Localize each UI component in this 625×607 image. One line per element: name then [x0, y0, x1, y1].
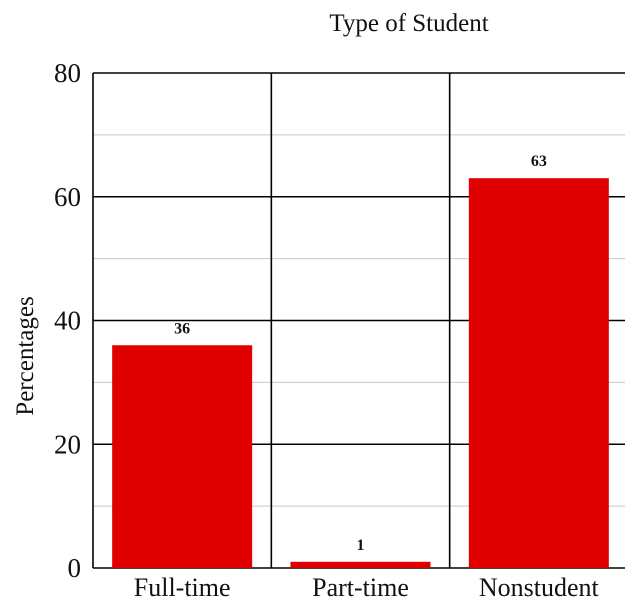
x-category-labels: Full-time Part-time Nonstudent: [134, 573, 600, 602]
y-tick-labels: 0 20 40 60 80: [54, 58, 81, 583]
y-tick-label: 0: [68, 553, 82, 583]
bars-layer: [112, 178, 609, 568]
bar-part-time: [290, 561, 431, 568]
y-tick-label: 80: [54, 58, 81, 88]
bar-value-labels: 36 1 63: [174, 153, 547, 554]
x-category-label: Full-time: [134, 573, 231, 602]
bar-nonstudent: [468, 178, 609, 568]
y-axis-label: Percentages: [12, 296, 39, 415]
y-tick-label: 20: [54, 429, 81, 459]
x-category-label: Part-time: [312, 573, 409, 602]
bar-full-time: [112, 345, 253, 568]
chart-title: Type of Student: [329, 10, 488, 37]
y-tick-label: 40: [54, 306, 81, 336]
x-category-label: Nonstudent: [479, 573, 600, 602]
y-tick-label: 60: [54, 182, 81, 212]
bar-value-label: 1: [357, 537, 365, 554]
plot-frame-layer: [92, 73, 451, 568]
bar-value-label: 36: [174, 320, 190, 337]
bar-value-label: 63: [531, 153, 547, 170]
